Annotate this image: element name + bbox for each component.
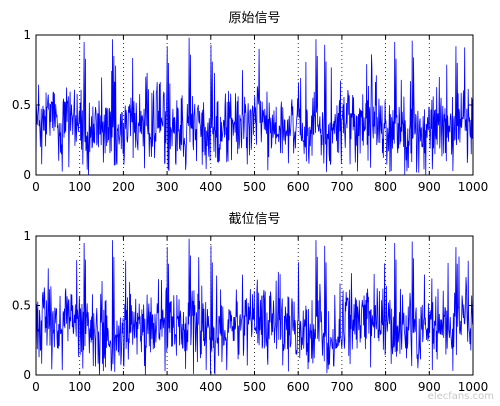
y-tick-label-1: 1 [23, 229, 31, 243]
watermark: elecfans.com [427, 391, 494, 402]
chart-title: 截位信号 [228, 212, 280, 227]
x-tick-label-600: 600 [287, 180, 310, 194]
x-tick-label-300: 300 [156, 180, 179, 194]
x-tick-label-700: 700 [330, 380, 353, 394]
y-tick-label-0: 0 [23, 368, 31, 382]
x-tick-label-200: 200 [112, 380, 135, 394]
signal-line [35, 37, 474, 176]
x-tick-label-400: 400 [199, 180, 222, 194]
x-tick-label-1000: 1000 [458, 180, 489, 194]
x-tick-label-800: 800 [374, 380, 397, 394]
chart-title: 原始信号 [228, 11, 280, 26]
y-tick-label-0.5: 0.5 [12, 299, 31, 313]
x-tick-label-600: 600 [287, 380, 310, 394]
x-tick-label-900: 900 [418, 380, 441, 394]
x-tick-label-1000: 1000 [458, 380, 489, 394]
x-tick-label-500: 500 [243, 380, 266, 394]
x-tick-label-700: 700 [330, 180, 353, 194]
x-tick-label-0: 0 [32, 380, 40, 394]
signal-line [35, 238, 474, 376]
y-tick-label-1: 1 [23, 28, 31, 42]
x-tick-label-200: 200 [112, 180, 135, 194]
subplot-2: 0 100 200 300 400 500 600 700 800 900 1000 0 0.5 1 截位信… [12, 212, 488, 394]
x-tick-label-500: 500 [243, 180, 266, 194]
y-tick-label-0.5: 0.5 [12, 98, 31, 112]
y-tick-label-0: 0 [23, 168, 31, 182]
x-tick-label-100: 100 [68, 180, 91, 194]
x-tick-label-400: 400 [199, 380, 222, 394]
x-tick-label-0: 0 [32, 180, 40, 194]
x-tick-label-800: 800 [374, 180, 397, 194]
x-tick-label-900: 900 [418, 180, 441, 194]
x-tick-label-300: 300 [156, 380, 179, 394]
x-tick-label-100: 100 [68, 380, 91, 394]
subplot-1: 0 100 200 300 400 500 600 700 800 900 1000 0 0.5 1 原始信… [12, 11, 488, 194]
